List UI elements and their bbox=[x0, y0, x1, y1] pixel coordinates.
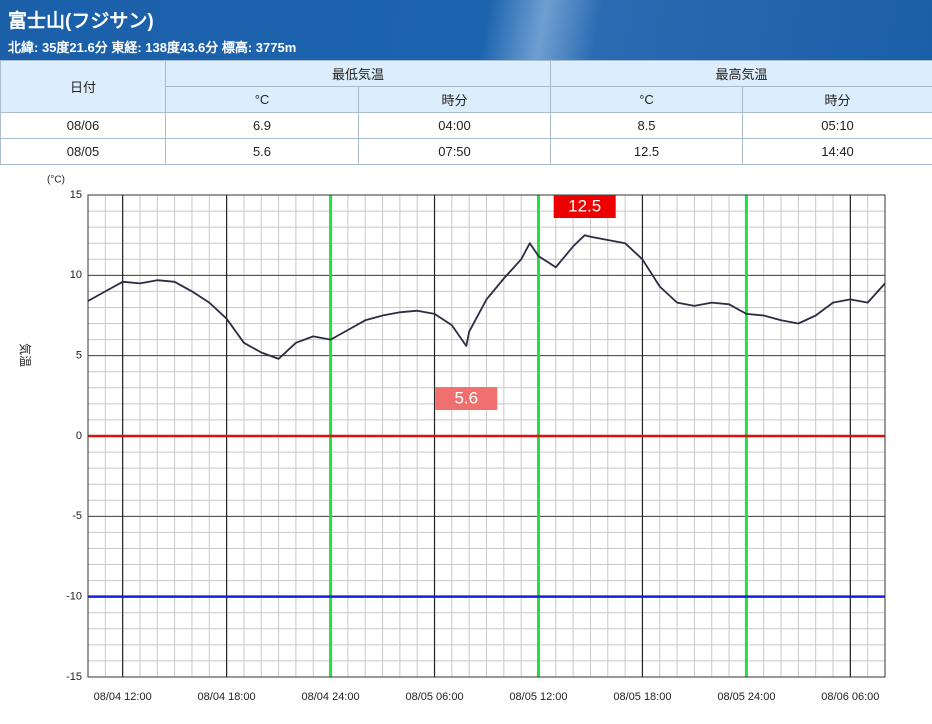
header-cell: 最高気温 bbox=[550, 60, 932, 87]
x-tick-label: 08/06 06:00 bbox=[821, 691, 879, 703]
y-tick-label: -5 bbox=[72, 510, 82, 522]
header-cell: 最低気温 bbox=[164, 60, 552, 87]
cell: 08/05 bbox=[0, 138, 166, 165]
header-cell: 日付 bbox=[0, 60, 166, 113]
header-cell: 時分 bbox=[742, 86, 932, 113]
cell: 5.6 bbox=[165, 138, 359, 165]
annotation-label: 5.6 bbox=[454, 389, 478, 408]
plot-frame bbox=[87, 194, 886, 678]
cell: 12.5 bbox=[550, 138, 744, 165]
annotation-box bbox=[553, 195, 616, 218]
chart: (°C) 気温 -15 -10 -5 0 5 10 15 08/04 12:00 08/04 1… bbox=[18, 175, 886, 703]
summary-table: 日付 最低気温 最高気温 °C 時分 °C 時分 08/06 6.9 04:00… bbox=[0, 60, 932, 165]
y-tick-label: -15 bbox=[66, 671, 82, 683]
cell: 05:10 bbox=[742, 112, 932, 139]
line-series bbox=[87, 234, 886, 360]
x-tick-label: 08/04 24:00 bbox=[302, 691, 360, 703]
x-tick-label: 08/05 24:00 bbox=[717, 691, 775, 703]
y-tick-label: 10 bbox=[70, 269, 82, 281]
y-tick-label: 5 bbox=[76, 350, 82, 362]
header-cell: °C bbox=[550, 86, 744, 113]
y-tick-label: 15 bbox=[70, 189, 82, 201]
x-tick-label: 08/05 18:00 bbox=[613, 691, 671, 703]
x-tick-label: 08/04 18:00 bbox=[198, 691, 256, 703]
subtitle: 北緯: 35度21.6分 東経: 138度43.6分 標高: 3775m bbox=[8, 40, 297, 55]
title: 富士山(フジサン) bbox=[8, 11, 154, 32]
header-cell: °C bbox=[165, 86, 359, 113]
x-tick-label: 08/04 12:00 bbox=[94, 691, 152, 703]
cell: 14:40 bbox=[742, 138, 932, 165]
y-unit: (°C) bbox=[47, 175, 65, 186]
annotation-box bbox=[435, 387, 498, 411]
y-tick-label: 0 bbox=[76, 430, 82, 442]
x-tick-label: 08/05 12:00 bbox=[509, 691, 567, 703]
header-cell: 時分 bbox=[357, 86, 552, 113]
cell: 6.9 bbox=[165, 112, 359, 139]
x-tick-label: 08/05 06:00 bbox=[405, 691, 463, 703]
cell: 8.5 bbox=[550, 112, 744, 139]
y-tick-label: -10 bbox=[66, 591, 82, 603]
annotation-label: 12.5 bbox=[568, 196, 601, 215]
cell: 04:00 bbox=[357, 112, 552, 139]
y-axis-label: 気温 bbox=[18, 343, 33, 367]
cell: 08/06 bbox=[0, 112, 166, 139]
header: 富士山(フジサン) 北緯: 35度21.6分 東経: 138度43.6分 標高:… bbox=[0, 0, 932, 60]
cell: 07:50 bbox=[357, 138, 552, 165]
